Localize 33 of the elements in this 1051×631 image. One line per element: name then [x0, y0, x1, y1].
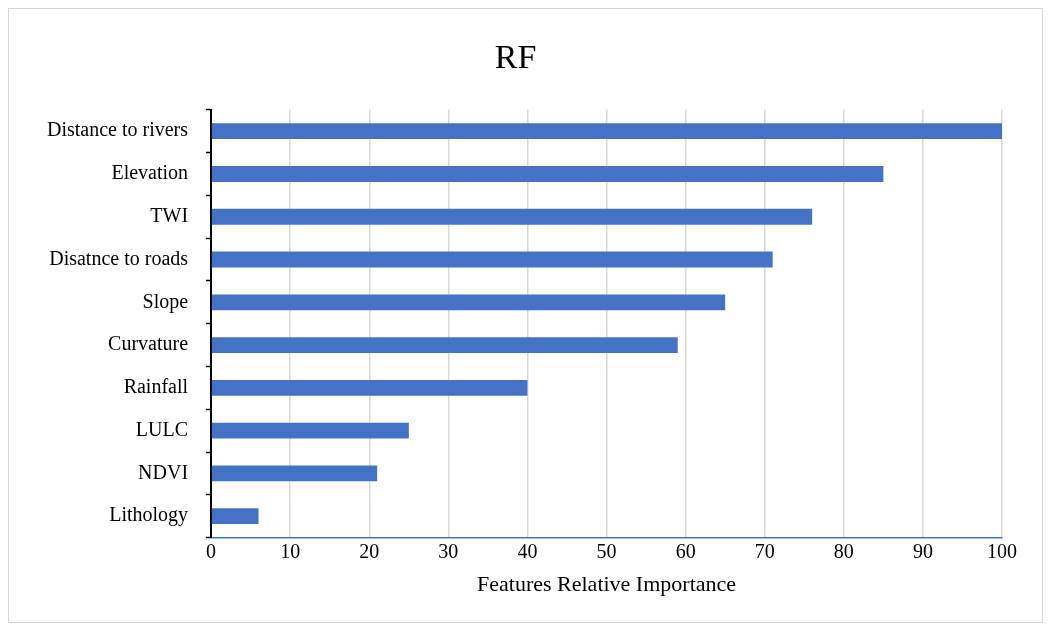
y-tick-label: Rainfall: [123, 375, 189, 398]
x-tick-label: 20: [359, 539, 380, 562]
x-tick-label: 80: [833, 539, 854, 562]
x-tick-label: 60: [675, 539, 696, 562]
x-tick-label: 10: [280, 539, 301, 562]
x-tick-label: 50: [596, 539, 617, 562]
y-tick-label: Slope: [142, 289, 189, 313]
y-tick-label: Lithology: [109, 503, 189, 527]
bar: [211, 251, 773, 268]
bar: [211, 123, 1002, 140]
x-tick-label: 40: [517, 539, 538, 562]
y-tick-label: Elevation: [111, 161, 189, 184]
y-tick-label: NDVI: [138, 460, 189, 483]
bar: [211, 465, 378, 482]
x-tick-label: 70: [754, 539, 775, 562]
y-tick-label: TWI: [150, 204, 189, 226]
bar: [211, 379, 528, 396]
chart-title: RF: [494, 38, 537, 76]
x-tick-label: 90: [912, 539, 933, 562]
y-tick-label: Distance to rivers: [46, 118, 189, 141]
y-tick-label: Disatnce to roads: [49, 246, 189, 269]
x-tick-label: 30: [438, 539, 459, 562]
y-tick-label: LULC: [135, 417, 189, 440]
y-tick-label: Curvature: [108, 332, 189, 355]
x-tick-label: 100: [987, 539, 1017, 562]
x-tick-label: 0: [206, 539, 217, 562]
bar: [211, 294, 726, 311]
bar: [211, 422, 409, 439]
bar: [211, 166, 884, 182]
bar: [211, 337, 678, 353]
bar: [211, 208, 813, 225]
bar: [211, 508, 259, 525]
x-axis-title: Features Relative Importance: [477, 570, 737, 596]
